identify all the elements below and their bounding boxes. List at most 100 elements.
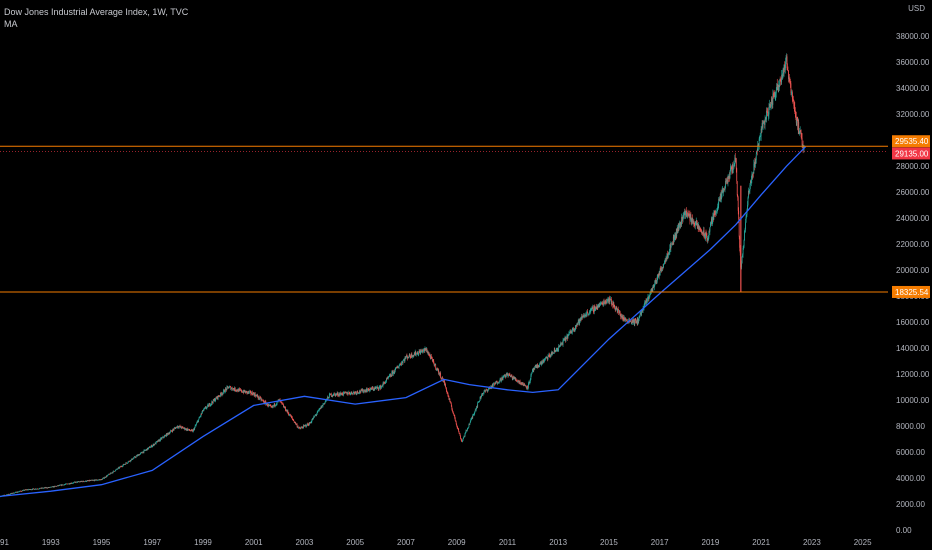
currency-label[interactable]: USD (908, 4, 925, 13)
candle-body (655, 281, 657, 283)
candle-body (98, 479, 100, 481)
candle-body (622, 316, 623, 320)
candle-body (257, 397, 259, 399)
candle-body (64, 484, 65, 486)
chart-legend: Dow Jones Industrial Average Index, 1W, … (4, 6, 188, 30)
candle-body (88, 480, 90, 481)
moving-average-layer (0, 146, 807, 498)
candle-body (167, 433, 169, 435)
indicator-label[interactable]: MA (4, 19, 18, 29)
candle-body (345, 391, 346, 393)
candle-body (793, 100, 795, 107)
candle-body (63, 484, 64, 486)
candle-body (455, 421, 457, 424)
candle-body (716, 210, 718, 213)
candle-body (449, 401, 451, 403)
candle-body (677, 228, 679, 230)
candle-body (216, 396, 218, 399)
candle-body (787, 70, 789, 71)
candle-body (276, 401, 278, 404)
candle-body (55, 486, 57, 487)
candle-body (214, 399, 216, 402)
candle-body (721, 194, 723, 200)
candle-body (620, 315, 622, 317)
candle-body (656, 280, 658, 282)
candle-body (563, 339, 564, 341)
candle-body (15, 491, 17, 493)
candle-body (152, 444, 154, 446)
candle-body (524, 383, 525, 386)
candle-body (130, 460, 132, 461)
candle-body (461, 439, 462, 442)
candle-body (35, 489, 37, 490)
candle-body (559, 344, 561, 346)
candle-body (621, 316, 622, 318)
candle-body (22, 490, 23, 492)
candle-body (189, 430, 191, 432)
candle-body (298, 427, 300, 429)
candle-body (718, 198, 720, 206)
candle-body (590, 308, 592, 310)
candle-body (598, 304, 600, 306)
chart-title[interactable]: Dow Jones Industrial Average Index, 1W, … (4, 7, 189, 17)
candle-body (122, 466, 123, 467)
candle-body (137, 454, 139, 456)
candle-body (600, 302, 602, 304)
candle-body (261, 399, 262, 401)
candle-body (387, 377, 388, 379)
candle-body (526, 385, 528, 388)
candle-body (149, 447, 151, 449)
candle-body (83, 480, 84, 482)
candle-body (745, 222, 746, 230)
candle-body (32, 488, 34, 490)
candle-body (258, 396, 260, 399)
candle-body (530, 375, 532, 380)
candle-body (765, 117, 767, 120)
candle-body (461, 441, 463, 442)
candle-body (764, 121, 765, 125)
candle-body (304, 425, 306, 426)
candle-body (703, 230, 705, 237)
candle-body (511, 376, 513, 380)
candle-body (447, 395, 449, 397)
candle-body (616, 307, 618, 310)
candle-body (797, 120, 799, 130)
candle-body (203, 408, 205, 411)
candle-body (367, 388, 369, 390)
candle-body (283, 406, 285, 408)
candle-body (67, 483, 69, 485)
candle-body (400, 364, 401, 365)
candle-body (117, 468, 118, 470)
price-tick-label: 14000.00 (896, 344, 930, 353)
candle-body (333, 393, 335, 395)
candle-body (714, 212, 716, 214)
candle-body (477, 402, 479, 407)
candle-body (472, 414, 474, 416)
candle-body (264, 401, 266, 404)
candle-body (379, 386, 380, 388)
candle-body (93, 480, 95, 481)
candle-body (704, 234, 705, 237)
candle-body (651, 289, 653, 292)
candle-body (321, 406, 322, 408)
candle-body (562, 343, 563, 345)
candle-body (714, 211, 716, 214)
candle-body (547, 356, 549, 360)
candle-body (616, 309, 618, 312)
time-axis[interactable]: 1991199319951997199920012003200520072009… (0, 538, 872, 547)
candle-body (498, 382, 500, 383)
candle-body (726, 179, 727, 182)
time-tick-label: 2003 (296, 538, 314, 547)
candle-body (169, 432, 171, 434)
candle-body (507, 373, 509, 377)
candle-body (355, 392, 357, 393)
candle-body (435, 368, 437, 370)
candle-body (675, 231, 677, 238)
candle-body (556, 349, 558, 351)
candle-body (462, 438, 464, 441)
candle-body (233, 388, 235, 390)
candle-body (315, 414, 317, 416)
candle-body (268, 404, 270, 406)
candle-body (552, 352, 554, 354)
